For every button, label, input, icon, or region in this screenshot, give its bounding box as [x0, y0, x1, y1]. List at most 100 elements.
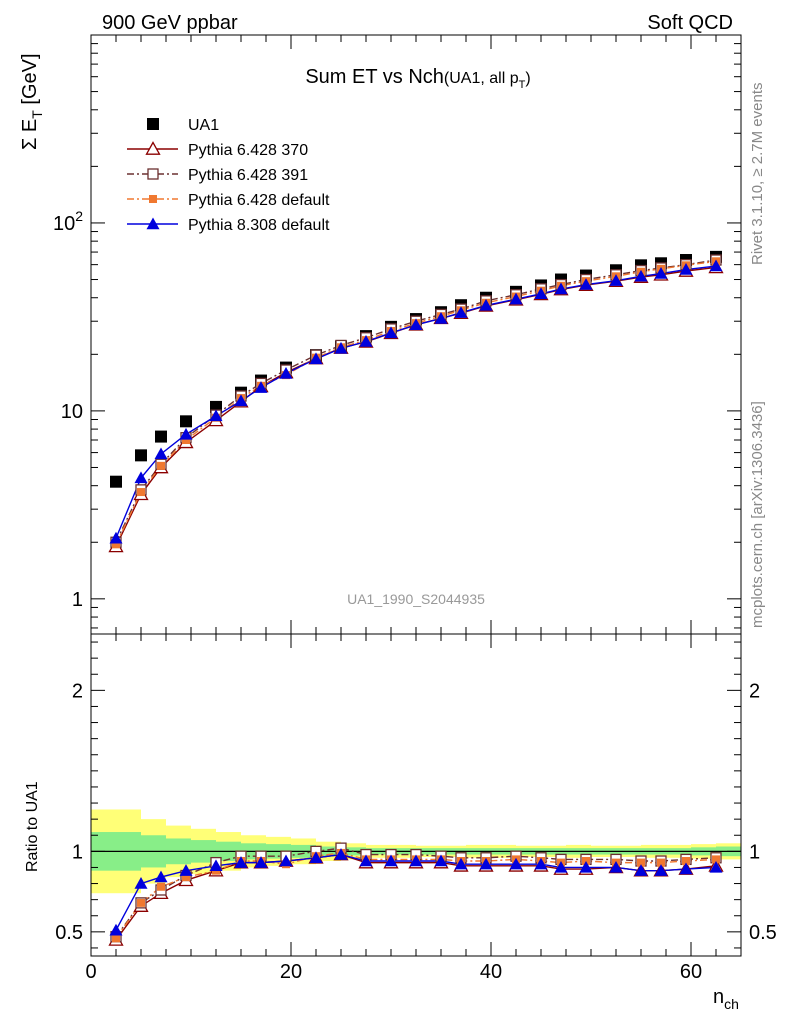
main-point-pythia-8-308-default: [334, 341, 348, 354]
main-point-pythia-8-308-default: [409, 318, 423, 331]
ratio-point-pythia-6-428-default: [157, 882, 165, 891]
main-point-pythia-8-308-default: [454, 306, 468, 318]
ratio-ytick-label: 1: [72, 841, 83, 863]
main-ytick-label: 1: [72, 589, 83, 611]
main-title: Sum ET vs Nch(UA1, all pT): [305, 66, 530, 91]
main-point-pythia-8-308-default: [554, 282, 568, 295]
main-point-pythia-8-308-default: [154, 447, 168, 460]
ratio-ytick-label: 2: [72, 680, 83, 702]
main-point-pythia-8-308-default: [234, 394, 248, 407]
main-point-pythia-8-308-default: [709, 259, 723, 272]
main-ylabel: Σ ET [GeV]: [19, 53, 45, 150]
main-point-pythia-8-308-default: [479, 298, 493, 311]
ratio-xtick-label: 60: [680, 961, 702, 983]
mcplots-label: mcplots.cern.ch [arXiv:1306.3436]: [749, 401, 766, 628]
main-ytick-label-base: 10: [61, 401, 83, 423]
main-point-pythia-8-308-default: [634, 269, 648, 282]
ratio-point-pythia-6-428-default: [657, 858, 665, 867]
main-point-pythia-8-308-default: [359, 334, 373, 347]
main-ylabel-unit: [GeV]: [19, 53, 41, 110]
rivet-label: Rivet 3.1.10, ≥ 2.7M events: [749, 83, 766, 266]
main-line-pythia-6-428-391: [115, 259, 717, 543]
ratio-ytick-label-right: 1: [749, 841, 760, 863]
main-point-pythia-6-428-default: [157, 461, 165, 470]
ratio-point-pythia-6-428-default: [637, 858, 645, 867]
ratio-point-pythia-8-308-default: [609, 860, 623, 873]
ratio-point-pythia-8-308-default: [384, 854, 398, 867]
ratio-point-pythia-8-308-default: [679, 862, 693, 875]
ratio-frame: [90, 633, 742, 957]
main-title-sub-index: T: [519, 79, 526, 91]
ratio-xtick-label: 20: [280, 961, 302, 983]
main-point-ua1: [180, 415, 192, 428]
ratio-point-pythia-6-428-default: [112, 934, 120, 943]
ratio-point-pythia-8-308-default: [509, 857, 523, 870]
ratio-point-pythia-8-308-default: [454, 857, 468, 870]
main-ytick-label: 102: [53, 208, 83, 235]
header-right: Soft QCD: [647, 12, 733, 34]
main-ylabel-text: Σ E: [19, 119, 41, 150]
legend-label-pythia-6-428-391: Pythia 6.428 391: [188, 167, 308, 184]
main-point-pythia-8-308-default: [209, 409, 223, 422]
ratio-panel: 0.5 0.51 12 20 20 40 60 Ratio to UA1 nch: [24, 633, 777, 1012]
main-ytick-label: 10: [61, 401, 83, 423]
ratio-xtick-label: 0: [85, 961, 96, 983]
main-point-pythia-6-428-default: [112, 540, 120, 549]
ratio-ytick-label-right: 2: [749, 680, 760, 702]
main-point-ua1: [135, 449, 147, 462]
main-point-pythia-8-308-default: [134, 471, 148, 484]
main-point-pythia-8-308-default: [109, 531, 123, 544]
main-ytick-label-base: 10: [53, 213, 75, 235]
main-ylabel-sub: T: [29, 110, 45, 119]
ratio-point-pythia-8-308-default: [179, 864, 193, 876]
ratio-xlabel-text: n: [713, 986, 724, 1008]
legend-label-pythia-8-308-default: Pythia 8.308 default: [188, 217, 330, 234]
main-title-sub: (UA1, all p: [444, 70, 519, 87]
ratio-point-pythia-8-308-default: [254, 856, 268, 868]
legend-label-pythia-6-428-370: Pythia 6.428 370: [188, 142, 308, 159]
main-point-pythia-8-308-default: [679, 263, 693, 275]
ratio-ytick-label-right: 0.5: [749, 922, 777, 944]
main-title-close: ): [525, 70, 530, 87]
legend: UA1 Pythia 6.428 370 Pythia 6.428 391 Pythi…: [127, 117, 330, 234]
main-point-ua1: [155, 430, 167, 443]
legend-label-ua1: UA1: [188, 117, 219, 134]
ratio-point-pythia-8-308-default: [234, 856, 248, 868]
main-point-pythia-8-308-default: [534, 287, 548, 299]
ratio-point-pythia-6-428-default: [712, 855, 720, 864]
main-point-pythia-8-308-default: [254, 381, 268, 393]
ratio-point-pythia-8-308-default: [654, 864, 668, 876]
main-point-pythia-8-308-default: [654, 267, 668, 279]
main-ytick-label-base: 1: [72, 589, 83, 611]
ratio-xlabel: nch: [713, 986, 739, 1012]
ratio-point-pythia-8-308-default: [434, 854, 448, 867]
legend-label-pythia-6-428-default: Pythia 6.428 default: [188, 192, 330, 209]
main-line-pythia-8-308-default: [115, 265, 717, 539]
ratio-point-pythia-8-308-default: [134, 877, 148, 889]
main-point-pythia-8-308-default: [279, 367, 293, 379]
ratio-point-pythia-6-428-default: [137, 898, 145, 907]
legend-marker-pythia-8-308-default: [146, 217, 160, 230]
ratio-point-pythia-8-308-default: [279, 854, 293, 867]
ratio-point-pythia-8-308-default: [359, 854, 373, 867]
main-title-text: Sum ET vs Nch: [305, 66, 444, 88]
header-left: 900 GeV ppbar: [102, 12, 238, 34]
ratio-ylabel: Ratio to UA1: [24, 781, 41, 872]
ratio-point-pythia-6-428-default: [182, 873, 190, 882]
main-point-pythia-8-308-default: [509, 292, 523, 305]
legend-marker-ua1: [147, 118, 159, 130]
main-point-pythia-8-308-default: [384, 326, 398, 339]
main-point-pythia-8-308-default: [609, 274, 623, 286]
ratio-point-pythia-8-308-default: [309, 851, 323, 863]
legend-marker-pythia-6-428-391: [147, 168, 159, 180]
ratio-point-pythia-8-308-default: [409, 854, 423, 867]
ratio-point-pythia-8-308-default: [154, 870, 168, 883]
ratio-point-pythia-8-308-default: [634, 864, 648, 876]
ratio-point-pythia-8-308-default: [709, 860, 723, 873]
main-point-pythia-8-308-default: [309, 352, 323, 365]
main-point-pythia-6-428-default: [182, 436, 190, 445]
ratio-point-pythia-8-308-default: [334, 848, 348, 860]
ratio-point-pythia-8-308-default: [109, 923, 123, 936]
